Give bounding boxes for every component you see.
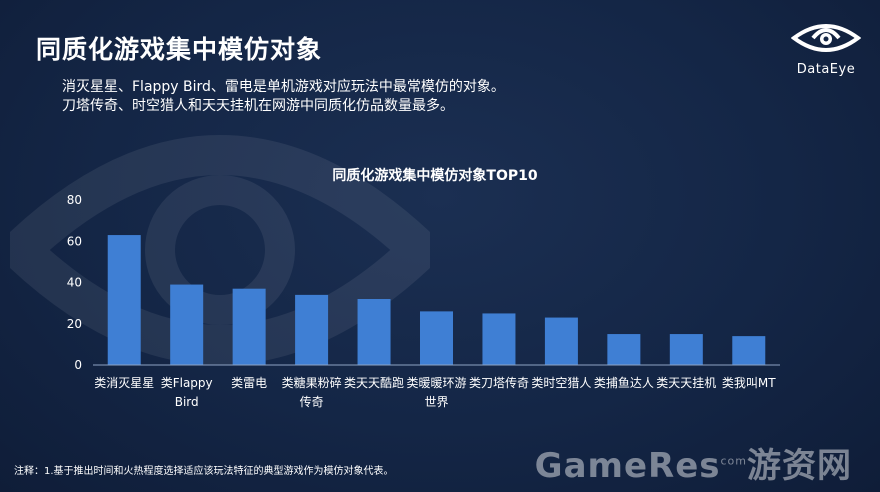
x-tick-label: Bird: [175, 395, 199, 409]
y-tick-label: 20: [67, 317, 82, 331]
y-tick-label: 0: [74, 358, 82, 372]
x-tick-label: 类刀塔传奇: [469, 375, 529, 390]
x-tick-label: 类雷电: [231, 376, 267, 390]
x-tick-label: 类糖果粉碎: [282, 375, 342, 390]
bar: [295, 294, 329, 365]
watermark-com: com: [720, 454, 747, 468]
bar: [669, 334, 703, 365]
x-tick-label: 类消灭星星: [94, 376, 154, 390]
bar: [232, 288, 266, 365]
bar: [732, 336, 766, 365]
footnote: 注释：1.基于推出时间和火热程度选择适应该玩法特征的典型游戏作为模仿对象代表。: [14, 466, 394, 477]
bar: [420, 311, 453, 365]
dataeye-logo: DataEye: [786, 20, 866, 77]
watermark-cn: 游资网: [747, 446, 852, 486]
watermark-main: GameRes: [534, 446, 721, 486]
watermark: GameRescom游资网: [535, 438, 852, 487]
bar: [357, 299, 391, 365]
x-tick-label: 世界: [424, 395, 448, 409]
bar: [107, 235, 141, 365]
eye-logo-icon: [790, 24, 862, 52]
x-tick-label: 类天天挂机: [656, 376, 716, 390]
x-tick-label: 类时空猎人: [531, 376, 591, 390]
y-tick-label: 40: [67, 276, 82, 290]
bar: [544, 317, 578, 365]
x-tick-label: 类天天酷跑: [344, 376, 404, 390]
x-tick-label: 类我叫MT: [722, 376, 776, 390]
bars: [107, 235, 766, 365]
logo-text: DataEye: [796, 62, 856, 77]
subtitle-line-1: 消灭星星、Flappy Bird、雷电是单机游戏对应玩法中最常模仿的对象。: [62, 79, 505, 95]
x-tick-label: 类捕鱼达人: [594, 375, 654, 390]
y-tick-label: 80: [67, 193, 82, 207]
subtitle-line-2: 刀塔传奇、时空猎人和天天挂机在网游中同质化仿品数量最多。: [62, 98, 454, 114]
page-subtitle: 消灭星星、Flappy Bird、雷电是单机游戏对应玩法中最常模仿的对象。 刀塔…: [62, 78, 505, 116]
bar: [607, 334, 641, 365]
page-title: 同质化游戏集中模仿对象: [36, 35, 323, 64]
x-tick-label: 传奇: [300, 394, 324, 409]
y-axis: 0 20 40 60 80: [67, 193, 82, 372]
bar: [170, 284, 204, 365]
x-tick-label: 类暖暖环游: [406, 376, 466, 390]
bar: [482, 313, 516, 365]
x-tick-label: 类Flappy: [161, 376, 213, 390]
bar-chart: 同质化游戏集中模仿对象TOP10 0 20 40 60 80 类消灭星星 类Flappy B…: [67, 167, 780, 409]
chart-title: 同质化游戏集中模仿对象TOP10: [332, 167, 537, 184]
y-tick-label: 60: [67, 234, 82, 248]
